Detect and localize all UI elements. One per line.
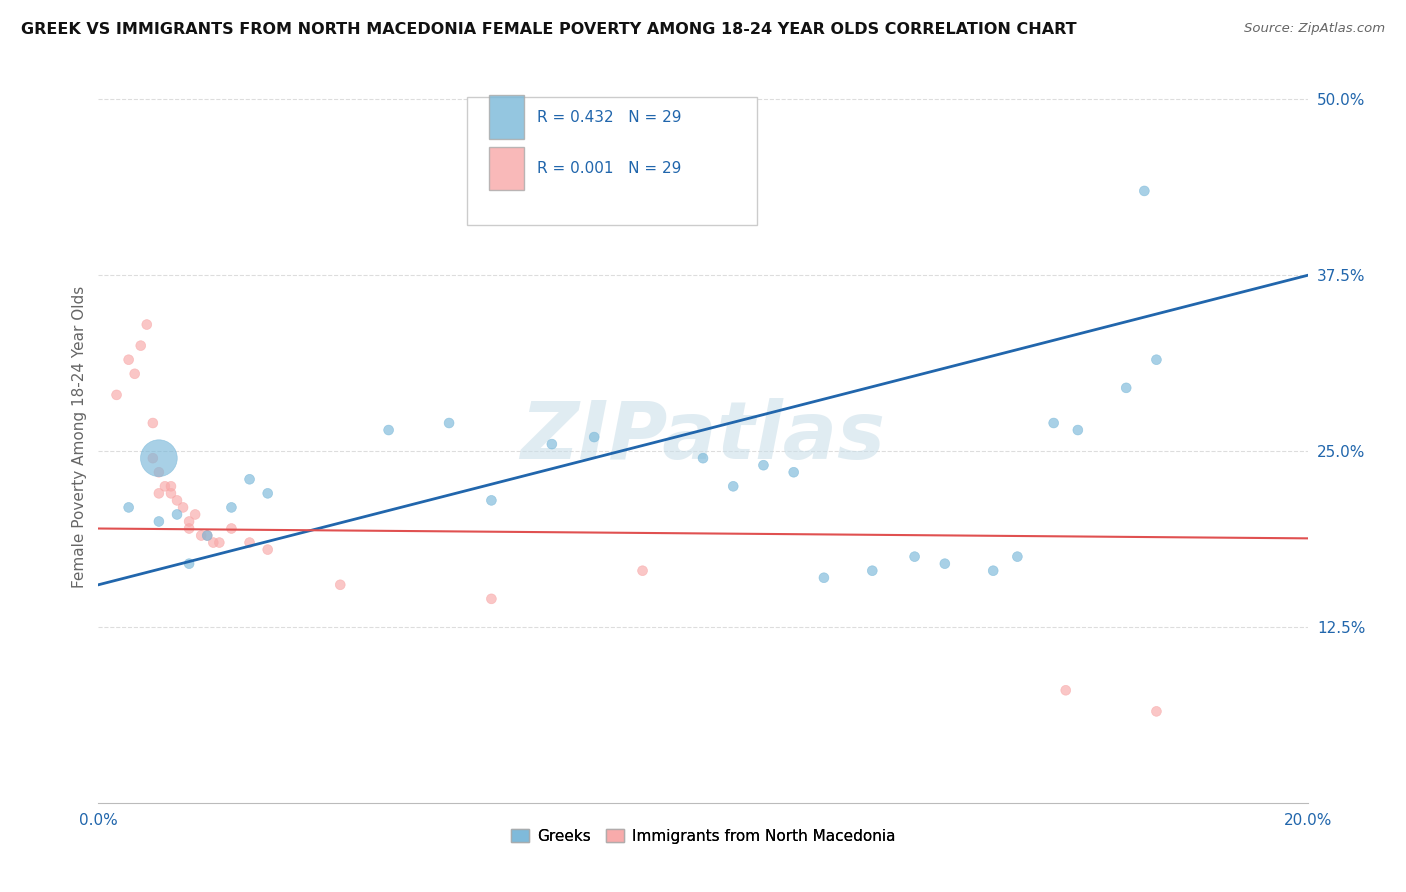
Point [1054, 683, 1077, 698]
Point [142, 416, 165, 430]
Point [166, 508, 188, 522]
Point [692, 451, 714, 466]
Point [860, 564, 883, 578]
Point [377, 423, 399, 437]
Point [481, 493, 503, 508]
Point [934, 557, 956, 571]
Point [208, 535, 231, 549]
Point [752, 458, 775, 473]
Point [221, 521, 243, 535]
Point [148, 486, 170, 500]
Point [142, 451, 165, 466]
Point [179, 557, 201, 571]
Point [329, 578, 352, 592]
Point [148, 451, 170, 466]
Text: ZIPatlas: ZIPatlas [520, 398, 886, 476]
Point [723, 479, 745, 493]
Text: GREEK VS IMMIGRANTS FROM NORTH MACEDONIA FEMALE POVERTY AMONG 18-24 YEAR OLDS CO: GREEK VS IMMIGRANTS FROM NORTH MACEDONIA… [21, 22, 1077, 37]
Point [195, 528, 218, 542]
Point [783, 465, 806, 479]
Legend: Greeks, Immigrants from North Macedonia: Greeks, Immigrants from North Macedonia [505, 822, 901, 850]
Point [221, 500, 243, 515]
Point [153, 479, 176, 493]
Point [118, 352, 141, 367]
Point [195, 528, 218, 542]
Point [179, 515, 201, 529]
FancyBboxPatch shape [467, 97, 758, 225]
Point [981, 564, 1004, 578]
Point [105, 388, 128, 402]
FancyBboxPatch shape [489, 95, 524, 138]
Point [160, 486, 183, 500]
Point [813, 571, 835, 585]
Point [190, 528, 212, 542]
Point [166, 493, 188, 508]
Point [481, 591, 503, 606]
Point [437, 416, 460, 430]
Point [118, 500, 141, 515]
Point [129, 339, 152, 353]
Text: R = 0.001   N = 29: R = 0.001 N = 29 [537, 161, 682, 176]
Point [1115, 381, 1137, 395]
Y-axis label: Female Poverty Among 18-24 Year Olds: Female Poverty Among 18-24 Year Olds [72, 286, 87, 588]
Point [631, 564, 654, 578]
Point [256, 486, 278, 500]
Point [135, 318, 157, 332]
Point [1133, 184, 1156, 198]
Point [583, 430, 606, 444]
Point [1042, 416, 1064, 430]
Point [1144, 705, 1167, 719]
Point [148, 465, 170, 479]
Point [179, 521, 201, 535]
Point [239, 535, 262, 549]
Point [904, 549, 927, 564]
Point [256, 542, 278, 557]
Point [160, 479, 183, 493]
Point [1007, 549, 1029, 564]
Point [148, 515, 170, 529]
Point [202, 535, 225, 549]
Point [184, 508, 207, 522]
FancyBboxPatch shape [489, 146, 524, 190]
Point [239, 472, 262, 486]
Point [540, 437, 562, 451]
Text: Source: ZipAtlas.com: Source: ZipAtlas.com [1244, 22, 1385, 36]
Point [1067, 423, 1090, 437]
Point [172, 500, 194, 515]
Point [124, 367, 146, 381]
Text: R = 0.432   N = 29: R = 0.432 N = 29 [537, 110, 682, 125]
Point [1144, 352, 1167, 367]
